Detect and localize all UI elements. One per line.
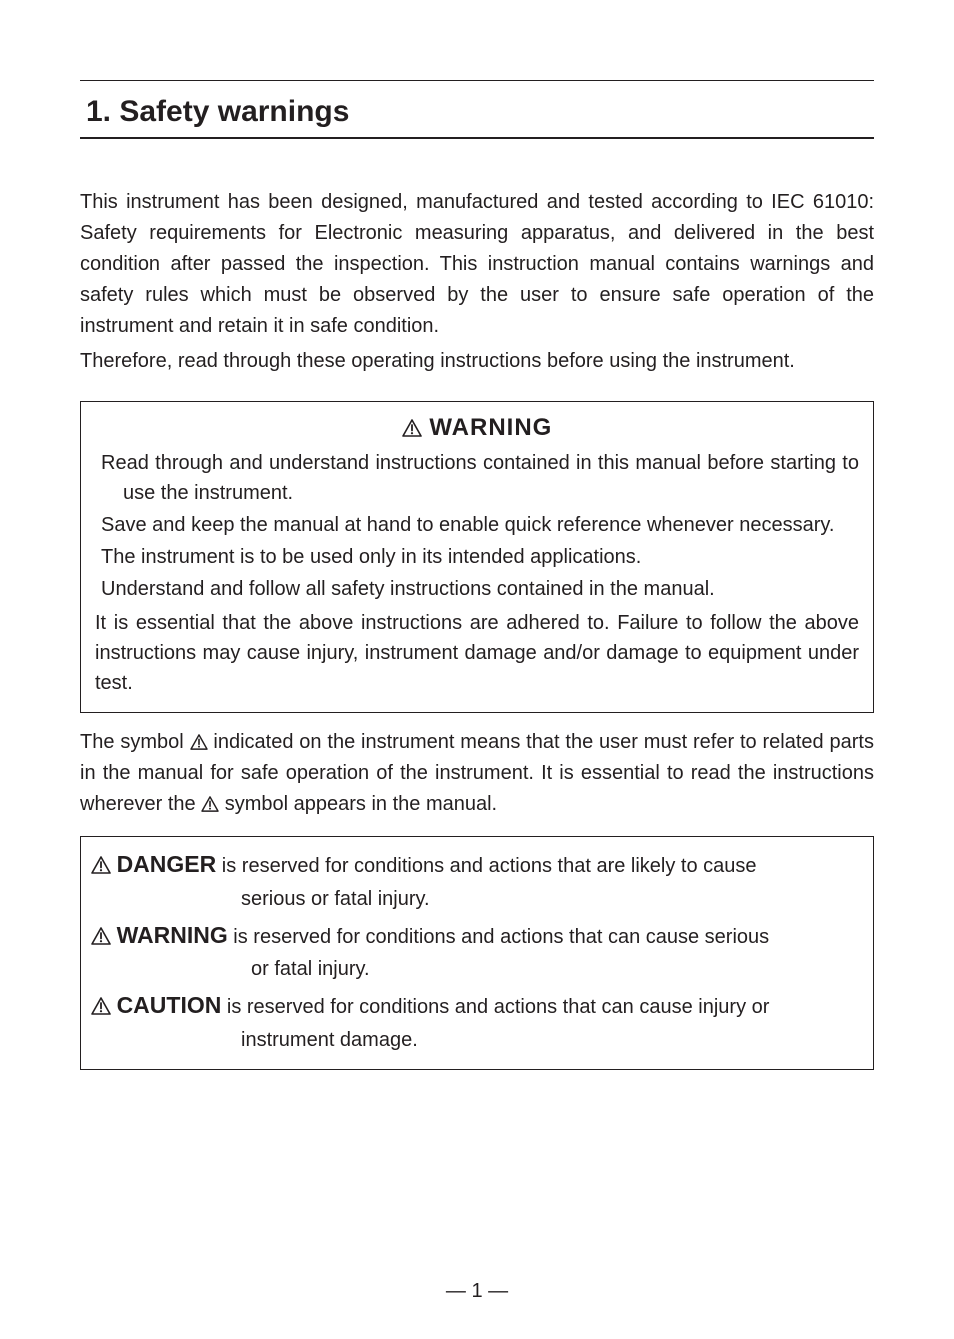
warning-box: WARNING Read through and understand inst…	[80, 401, 874, 713]
danger-definition: DANGER is reserved for conditions and ac…	[91, 847, 863, 882]
intro-paragraph-1: This instrument has been designed, manuf…	[80, 187, 874, 342]
page-footer: — 1 —	[0, 1280, 954, 1303]
page-number: 1	[471, 1280, 482, 1302]
warning-triangle-icon	[190, 734, 208, 750]
warning-item-4: Understand and follow all safety instruc…	[95, 574, 859, 604]
caution-term: CAUTION	[117, 992, 222, 1018]
warning-followup: It is essential that the above instructi…	[95, 608, 859, 698]
warning-box-title: WARNING	[95, 414, 859, 442]
intro-paragraph-2: Therefore, read through these operating …	[80, 346, 874, 377]
warning-term: WARNING	[117, 922, 228, 948]
symbol-paragraph: The symbol indicated on the instrument m…	[80, 727, 874, 820]
warning-definition: WARNING is reserved for conditions and a…	[91, 918, 863, 953]
warning-triangle-icon	[402, 419, 422, 437]
warning-item-3: The instrument is to be used only in its…	[95, 542, 859, 572]
danger-term: DANGER	[117, 851, 217, 877]
symbol-para-post: symbol appears in the manual.	[219, 793, 497, 815]
caution-text-2: instrument damage.	[91, 1025, 863, 1055]
warning-triangle-icon	[91, 997, 111, 1015]
warning-item-2: Save and keep the manual at hand to enab…	[95, 510, 859, 540]
definitions-box: DANGER is reserved for conditions and ac…	[80, 836, 874, 1070]
warning-text-1: is reserved for conditions and actions t…	[228, 926, 769, 948]
warning-item-1: Read through and understand instructions…	[95, 448, 859, 508]
caution-definition: CAUTION is reserved for conditions and a…	[91, 988, 863, 1023]
heading-underline	[80, 137, 874, 139]
symbol-para-pre: The symbol	[80, 731, 190, 753]
footer-dash-left: —	[446, 1280, 472, 1302]
warning-triangle-icon	[91, 927, 111, 945]
footer-dash-right: —	[483, 1280, 509, 1302]
danger-text-1: is reserved for conditions and actions t…	[216, 855, 756, 877]
danger-text-2: serious or fatal injury.	[91, 884, 863, 914]
section-heading: 1. Safety warnings	[80, 91, 874, 137]
warning-triangle-icon	[91, 856, 111, 874]
warning-title-text: WARNING	[429, 414, 552, 441]
warning-triangle-icon	[201, 796, 219, 812]
top-rule	[80, 80, 874, 81]
caution-text-1: is reserved for conditions and actions t…	[221, 996, 769, 1018]
warning-text-2: or fatal injury.	[91, 954, 863, 984]
